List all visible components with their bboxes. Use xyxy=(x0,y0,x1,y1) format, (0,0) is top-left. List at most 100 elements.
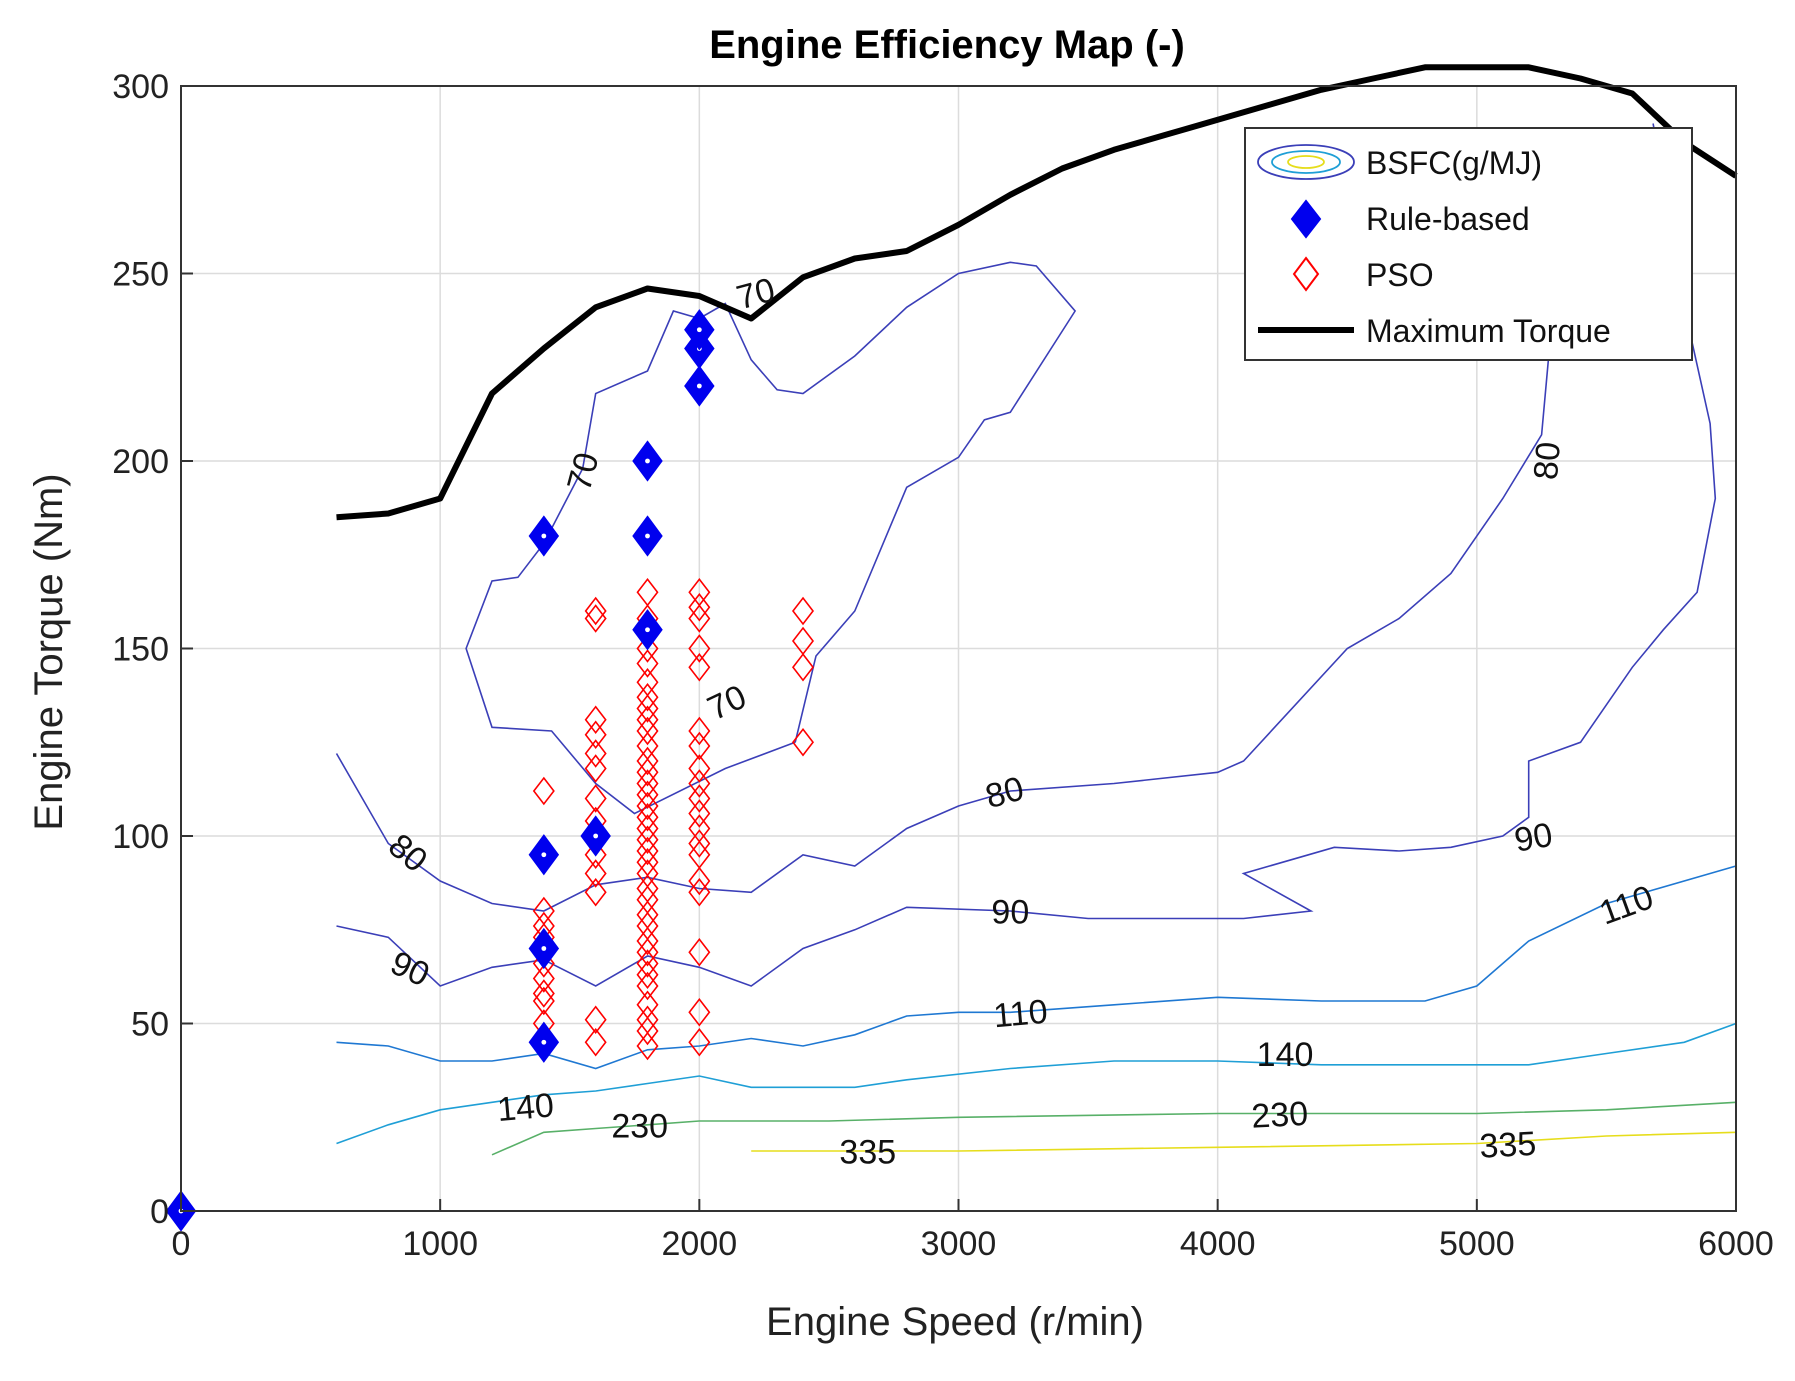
pso-point xyxy=(584,784,607,813)
pso-point xyxy=(636,911,659,941)
legend-rule-based-icon xyxy=(1290,199,1322,239)
pso-point xyxy=(636,847,659,877)
pso-point xyxy=(688,577,711,607)
pso-point xyxy=(791,626,815,656)
contour-line-80 xyxy=(336,123,1717,987)
rule-based-point xyxy=(684,365,715,407)
contour-label: 140 xyxy=(496,1086,556,1129)
chart-title: Engine Efficiency Map (-) xyxy=(709,23,1185,67)
x-tick-label: 1000 xyxy=(402,1225,478,1263)
pso-point xyxy=(584,739,607,768)
axis-ticks: 0 1000 2000 3000 4000 5000 6000 0 50 100 150 200 250… xyxy=(112,68,1774,1263)
contour-line-140 xyxy=(336,1022,1737,1145)
pso-point xyxy=(791,596,815,626)
x-tick-label: 0 xyxy=(172,1225,191,1263)
pso-point xyxy=(636,802,659,832)
pso-point xyxy=(636,859,659,888)
pso-point xyxy=(636,694,659,723)
y-tick-label: 200 xyxy=(112,443,169,481)
x-tick-label: 4000 xyxy=(1180,1225,1256,1263)
max-torque-series xyxy=(336,64,1738,521)
x-tick-label: 6000 xyxy=(1698,1225,1774,1263)
contour-label: 90 xyxy=(991,894,1029,932)
pso-point xyxy=(688,604,711,633)
pso-point xyxy=(688,877,711,907)
rule-based-point xyxy=(632,515,663,557)
pso-point xyxy=(532,979,555,1008)
y-tick-label: 300 xyxy=(112,68,169,106)
legend-label-max-torque: Maximum Torque xyxy=(1366,313,1611,349)
contour-label: 80 xyxy=(1527,440,1568,481)
y-tick-label: 250 xyxy=(112,256,169,294)
pso-point xyxy=(791,727,815,757)
pso-point xyxy=(636,1031,659,1061)
x-tick-label: 3000 xyxy=(921,1225,997,1263)
legend-label-pso: PSO xyxy=(1366,257,1434,293)
pso-point xyxy=(688,769,711,798)
pso-point xyxy=(532,964,555,993)
rule-based-point xyxy=(684,309,715,351)
y-tick-label: 0 xyxy=(150,1193,169,1231)
pso-point xyxy=(584,1027,607,1057)
pso-point xyxy=(688,799,711,828)
legend-bsfc-icon xyxy=(1257,144,1355,180)
pso-point xyxy=(636,757,659,787)
pso-point xyxy=(636,746,659,776)
pso-point xyxy=(636,874,659,903)
y-axis-label: Engine Torque (Nm) xyxy=(27,473,71,830)
pso-point xyxy=(636,634,659,663)
rule-based-point xyxy=(528,515,560,557)
pso-point xyxy=(791,652,815,682)
pso-point xyxy=(688,866,711,896)
contour-line-230 xyxy=(491,1101,1737,1156)
pso-point xyxy=(636,814,659,843)
contour-label: 140 xyxy=(1257,1036,1314,1074)
legend-label-rule-based: Rule-based xyxy=(1366,201,1530,237)
pso-point xyxy=(636,990,659,1020)
pso-point xyxy=(636,971,659,1001)
x-axis-label: Engine Speed (r/min) xyxy=(766,1300,1144,1344)
pso-point xyxy=(688,634,711,663)
pso-point xyxy=(636,1005,659,1035)
pso-point xyxy=(532,776,555,806)
pso-point xyxy=(636,705,659,735)
legend-pso-icon xyxy=(1292,256,1320,292)
pso-point xyxy=(636,926,659,956)
pso-point xyxy=(584,859,607,888)
pso-point xyxy=(636,716,659,746)
pso-point xyxy=(584,705,607,735)
contour-label: 230 xyxy=(1250,1095,1309,1136)
pso-point xyxy=(636,885,659,915)
pso-point xyxy=(688,731,711,761)
pso-point xyxy=(636,1016,659,1046)
legend-label-bsfc: BSFC(g/MJ) xyxy=(1366,145,1542,181)
pso-point xyxy=(688,592,711,622)
pso-point xyxy=(688,1027,711,1057)
pso-point xyxy=(688,754,711,783)
pso-point xyxy=(688,829,711,858)
pso-point xyxy=(688,814,711,843)
pso-point xyxy=(636,900,659,930)
pso-point xyxy=(688,997,711,1027)
rule-based-point xyxy=(528,1021,560,1063)
pso-point xyxy=(636,960,659,990)
contour-label: 335 xyxy=(839,1134,896,1172)
pso-point xyxy=(636,949,659,978)
rule-based-point xyxy=(632,440,663,482)
contour-label: 90 xyxy=(1512,816,1556,860)
pso-point xyxy=(688,652,711,682)
legend: BSFC(g/MJ) Rule-based PSO Maximum Torque xyxy=(1244,127,1693,361)
pso-point xyxy=(584,720,607,750)
y-tick-label: 50 xyxy=(131,1006,169,1044)
pso-point xyxy=(636,667,659,697)
contour-label: 335 xyxy=(1479,1125,1538,1166)
x-tick-label: 5000 xyxy=(1439,1225,1515,1263)
x-tick-label: 2000 xyxy=(662,1225,738,1263)
rule-based-point xyxy=(580,815,611,857)
pso-point xyxy=(636,682,659,712)
rule-based-point xyxy=(528,927,560,970)
pso-point xyxy=(688,937,711,967)
pso-point xyxy=(636,780,659,810)
y-tick-label: 100 xyxy=(112,818,169,856)
